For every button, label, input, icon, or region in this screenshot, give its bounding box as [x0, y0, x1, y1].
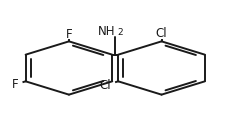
Text: NH: NH: [97, 25, 115, 38]
Text: Cl: Cl: [99, 79, 110, 92]
Text: F: F: [65, 28, 72, 41]
Text: F: F: [12, 78, 18, 91]
Text: Cl: Cl: [155, 27, 167, 40]
Text: 2: 2: [117, 28, 122, 37]
